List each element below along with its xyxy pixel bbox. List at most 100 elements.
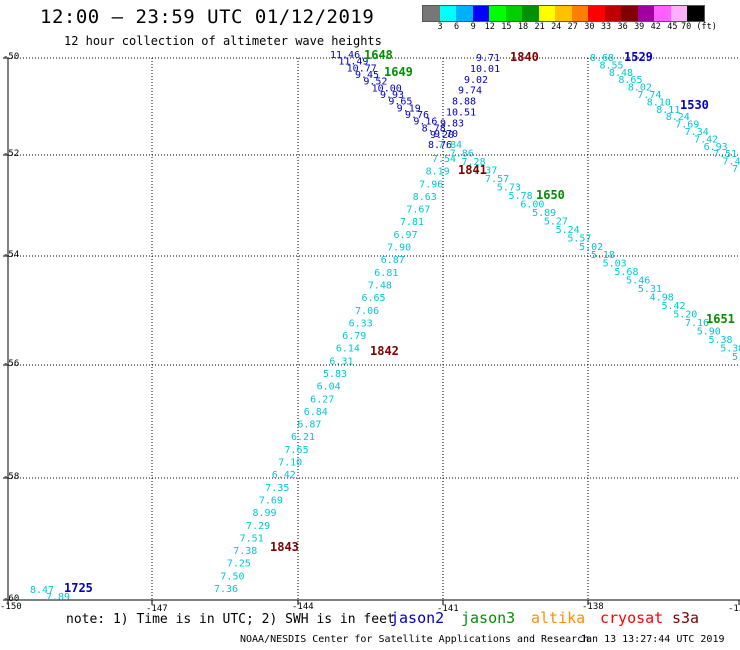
wave-height-value: 7.29: [246, 521, 270, 532]
wave-height-value: 6.87: [381, 255, 405, 266]
colorbar-label: 24: [551, 22, 562, 32]
colorbar-swatch: [439, 6, 456, 21]
wave-height-value: 7.57: [485, 174, 509, 185]
wave-height-value: 6.93: [704, 142, 728, 153]
satellite-tracks: 11.4611.4910.779.459.5210.009.939.659.19…: [30, 48, 740, 603]
wave-height-value: 8.65: [618, 75, 642, 86]
longitude-tick-label: -150: [0, 602, 22, 612]
generated-timestamp: Jan 13 13:27:44 UTC 2019: [580, 634, 725, 645]
wave-height-value: 8.24: [666, 112, 690, 123]
longitude-tick-label: -141: [437, 604, 459, 614]
wave-height-value: 5.89: [532, 208, 556, 219]
wave-height-value: 6.84: [304, 407, 328, 418]
wave-height-value: 5.27: [544, 216, 568, 227]
wave-height-value: 7.16: [685, 318, 709, 329]
wave-height-value: 5.57: [567, 233, 591, 244]
wave-height-value: 5.18: [591, 250, 615, 261]
wave-height-value: 8.88: [452, 97, 476, 108]
wave-height-value: 6.65: [361, 293, 385, 304]
pass-label: 1530: [680, 98, 709, 112]
wave-height-value: 9.52: [363, 77, 387, 88]
wave-height-value: 5.24: [556, 225, 580, 236]
latitude-tick-label: -56: [3, 359, 20, 369]
colorbar-swatch: [571, 6, 588, 21]
wave-height-value: 9.74: [458, 86, 482, 97]
colorbar-swatch: [456, 6, 473, 21]
colorbar-label: 39: [634, 22, 645, 32]
wave-height-value: 7.69: [675, 120, 699, 131]
longitude-tick-label: -138: [582, 602, 604, 612]
satellite-legend-item: altika: [531, 609, 586, 627]
wave-height-value: 6.79: [342, 331, 366, 342]
wave-height-value: 9.20: [430, 130, 454, 141]
pass-label: 1843: [270, 540, 299, 554]
wave-height-value: 8.19: [426, 167, 450, 178]
wave-height-value: 8.11: [656, 105, 680, 116]
wave-height-value: 6.27: [310, 394, 334, 405]
wave-height-value: 7.51: [713, 149, 737, 160]
wave-height-value: 8.68: [590, 53, 614, 64]
pass-label: 1649: [384, 65, 413, 79]
colorbar-label: 70 (ft): [681, 22, 717, 32]
wave-height-value: 7.86: [450, 148, 474, 159]
wave-height-value: 7.54: [432, 154, 456, 165]
pass-label: 1725: [64, 581, 93, 595]
colorbar-label: 27: [567, 22, 578, 32]
wave-height-value: 7.65: [285, 445, 309, 456]
colorbar-label: 45: [667, 22, 678, 32]
wave-height-value: 9.93: [380, 90, 404, 101]
wave-height-colorbar: [422, 5, 705, 22]
grid-lines: [3, 57, 740, 605]
satellite-legend-item: jason2: [390, 609, 445, 627]
wave-height-value: 8.10: [647, 97, 671, 108]
colorbar-label: 36: [617, 22, 628, 32]
colorbar-swatch: [604, 6, 621, 21]
wave-height-value: 6.31: [329, 356, 353, 367]
wave-height-value: 6.81: [374, 268, 398, 279]
wave-height-value: 10.51: [446, 107, 476, 118]
satellite-legend-item: jason3: [461, 609, 516, 627]
wave-height-value: 6.97: [394, 230, 418, 241]
wave-height-value: 9.70: [434, 129, 458, 140]
latitude-tick-label: -52: [3, 149, 20, 159]
colorbar-label: 12: [484, 22, 495, 32]
wave-height-value: 7.50: [220, 571, 244, 582]
wave-height-value: 9.71: [476, 53, 500, 64]
wave-height-value: 7.2: [732, 164, 740, 175]
colorbar-swatch: [522, 6, 539, 21]
wave-height-value: 5.73: [497, 182, 521, 193]
colorbar-label: 3: [437, 22, 443, 32]
wave-height-value: 5.38: [720, 344, 740, 355]
latitude-tick-label: -54: [3, 250, 20, 260]
longitude-tick-label: -147: [146, 604, 168, 614]
wave-height-value: 7.67: [406, 205, 430, 216]
wave-height-value: 7.51: [240, 533, 264, 544]
wave-height-value: 8.76: [428, 140, 452, 151]
pass-label: 1650: [536, 188, 565, 202]
wave-height-value: 7.81: [400, 217, 424, 228]
wave-height-value: 5.31: [638, 284, 662, 295]
wave-height-value: 6.00: [520, 199, 544, 210]
wave-height-value: 9.65: [388, 97, 412, 108]
colorbar-label: 9: [470, 22, 476, 32]
wave-height-value: 7.06: [355, 306, 379, 317]
wave-height-value: 7.25: [227, 559, 251, 570]
wave-height-value: 9.76: [405, 110, 429, 121]
wave-height-value: 9.83: [440, 118, 464, 129]
colorbar-swatch: [423, 6, 440, 21]
wave-height-value: 8.63: [413, 192, 437, 203]
colorbar-swatch: [505, 6, 522, 21]
satellite-legend-item: s3a: [672, 609, 700, 627]
wave-height-value: 6.87: [297, 420, 321, 431]
wave-height-value: 9.16: [413, 117, 437, 128]
wave-height-value: 5.20: [673, 310, 697, 321]
wave-height-value: 5.38: [708, 335, 732, 346]
wave-height-value: 7.69: [259, 495, 283, 506]
wave-height-value: 7.42: [694, 134, 718, 145]
wave-height-value: 9.02: [464, 75, 488, 86]
wave-height-value: 5.03: [603, 259, 627, 270]
satellite-legend-item: cryosat: [600, 609, 664, 627]
credit-line: NOAA/NESDIS Center for Satellite Applica…: [240, 634, 590, 645]
colorbar-label: 21: [534, 22, 545, 32]
map-subtitle: 12 hour collection of altimeter wave hei…: [64, 34, 382, 48]
